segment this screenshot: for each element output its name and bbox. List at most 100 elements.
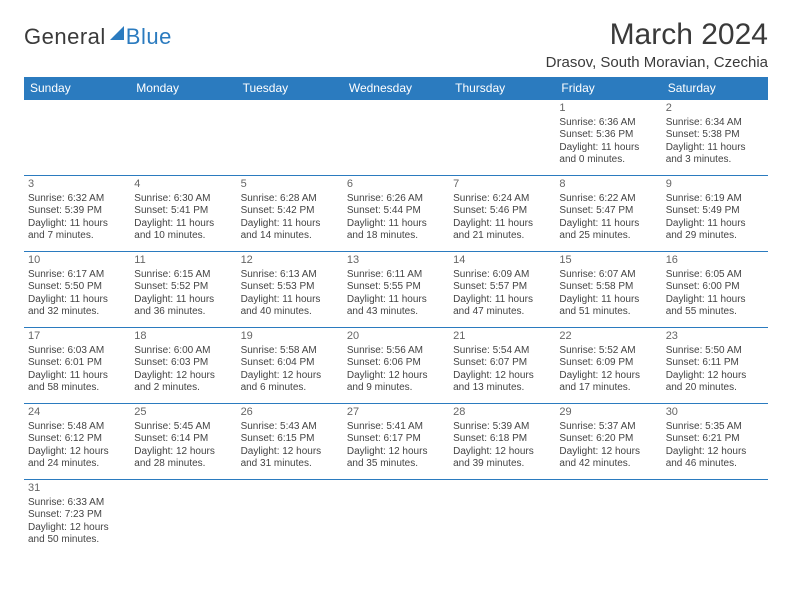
daylight-line: Daylight: 11 hours and 55 minutes. (666, 294, 764, 319)
sunset-line: Sunset: 5:53 PM (241, 281, 339, 294)
sunset-line: Sunset: 5:38 PM (666, 129, 764, 142)
daylight-line: Daylight: 12 hours and 35 minutes. (347, 446, 445, 471)
weekday-header: Thursday (449, 77, 555, 100)
calendar-body: 1Sunrise: 6:36 AMSunset: 5:36 PMDaylight… (24, 100, 768, 556)
daylight-line: Daylight: 11 hours and 40 minutes. (241, 294, 339, 319)
sunset-line: Sunset: 6:00 PM (666, 281, 764, 294)
sunset-line: Sunset: 5:50 PM (28, 281, 126, 294)
daylight-line: Daylight: 12 hours and 13 minutes. (453, 370, 551, 395)
sunrise-line: Sunrise: 6:17 AM (28, 269, 126, 282)
title-block: March 2024 Drasov, South Moravian, Czech… (546, 18, 768, 71)
calendar-day-cell: 31Sunrise: 6:33 AMSunset: 7:23 PMDayligh… (24, 480, 130, 556)
daylight-line: Daylight: 12 hours and 39 minutes. (453, 446, 551, 471)
calendar-day-cell: 9Sunrise: 6:19 AMSunset: 5:49 PMDaylight… (662, 176, 768, 252)
daylight-line: Daylight: 12 hours and 46 minutes. (666, 446, 764, 471)
sunset-line: Sunset: 6:12 PM (28, 433, 126, 446)
sunset-line: Sunset: 6:06 PM (347, 357, 445, 370)
day-number: 30 (666, 406, 764, 420)
sunrise-line: Sunrise: 5:37 AM (559, 421, 657, 434)
day-number: 24 (28, 406, 126, 420)
daylight-line: Daylight: 12 hours and 17 minutes. (559, 370, 657, 395)
sunrise-line: Sunrise: 6:13 AM (241, 269, 339, 282)
calendar-empty-cell (449, 100, 555, 176)
daylight-line: Daylight: 12 hours and 9 minutes. (347, 370, 445, 395)
sunset-line: Sunset: 5:42 PM (241, 205, 339, 218)
calendar-empty-cell (555, 480, 661, 556)
day-number: 1 (559, 102, 657, 116)
daylight-line: Daylight: 11 hours and 29 minutes. (666, 218, 764, 243)
weekday-header: Saturday (662, 77, 768, 100)
calendar-empty-cell (343, 480, 449, 556)
day-number: 29 (559, 406, 657, 420)
calendar-day-cell: 2Sunrise: 6:34 AMSunset: 5:38 PMDaylight… (662, 100, 768, 176)
calendar-week-row: 3Sunrise: 6:32 AMSunset: 5:39 PMDaylight… (24, 176, 768, 252)
daylight-line: Daylight: 11 hours and 25 minutes. (559, 218, 657, 243)
sunrise-line: Sunrise: 6:33 AM (28, 497, 126, 510)
sunrise-line: Sunrise: 6:05 AM (666, 269, 764, 282)
daylight-line: Daylight: 11 hours and 18 minutes. (347, 218, 445, 243)
calendar-empty-cell (449, 480, 555, 556)
day-number: 19 (241, 330, 339, 344)
sunset-line: Sunset: 6:11 PM (666, 357, 764, 370)
sunrise-line: Sunrise: 5:39 AM (453, 421, 551, 434)
day-number: 28 (453, 406, 551, 420)
sunrise-line: Sunrise: 6:11 AM (347, 269, 445, 282)
day-number: 23 (666, 330, 764, 344)
sunset-line: Sunset: 6:17 PM (347, 433, 445, 446)
logo-text-general: General (24, 24, 106, 50)
sunset-line: Sunset: 5:58 PM (559, 281, 657, 294)
calendar-day-cell: 23Sunrise: 5:50 AMSunset: 6:11 PMDayligh… (662, 328, 768, 404)
day-number: 14 (453, 254, 551, 268)
sunrise-line: Sunrise: 6:32 AM (28, 193, 126, 206)
sunrise-line: Sunrise: 6:26 AM (347, 193, 445, 206)
calendar-day-cell: 24Sunrise: 5:48 AMSunset: 6:12 PMDayligh… (24, 404, 130, 480)
calendar-day-cell: 5Sunrise: 6:28 AMSunset: 5:42 PMDaylight… (237, 176, 343, 252)
sunset-line: Sunset: 6:15 PM (241, 433, 339, 446)
calendar-day-cell: 18Sunrise: 6:00 AMSunset: 6:03 PMDayligh… (130, 328, 236, 404)
header: General Blue March 2024 Drasov, South Mo… (24, 18, 768, 71)
sunrise-line: Sunrise: 6:36 AM (559, 117, 657, 130)
daylight-line: Daylight: 11 hours and 3 minutes. (666, 142, 764, 167)
daylight-line: Daylight: 11 hours and 47 minutes. (453, 294, 551, 319)
calendar-day-cell: 26Sunrise: 5:43 AMSunset: 6:15 PMDayligh… (237, 404, 343, 480)
daylight-line: Daylight: 11 hours and 0 minutes. (559, 142, 657, 167)
sunrise-line: Sunrise: 6:19 AM (666, 193, 764, 206)
calendar-table: SundayMondayTuesdayWednesdayThursdayFrid… (24, 77, 768, 556)
calendar-day-cell: 19Sunrise: 5:58 AMSunset: 6:04 PMDayligh… (237, 328, 343, 404)
sunrise-line: Sunrise: 5:43 AM (241, 421, 339, 434)
day-number: 13 (347, 254, 445, 268)
calendar-day-cell: 1Sunrise: 6:36 AMSunset: 5:36 PMDaylight… (555, 100, 661, 176)
day-number: 22 (559, 330, 657, 344)
sunrise-line: Sunrise: 6:28 AM (241, 193, 339, 206)
sunrise-line: Sunrise: 5:58 AM (241, 345, 339, 358)
calendar-empty-cell (24, 100, 130, 176)
calendar-day-cell: 25Sunrise: 5:45 AMSunset: 6:14 PMDayligh… (130, 404, 236, 480)
calendar-day-cell: 27Sunrise: 5:41 AMSunset: 6:17 PMDayligh… (343, 404, 449, 480)
sunrise-line: Sunrise: 6:09 AM (453, 269, 551, 282)
sunset-line: Sunset: 6:18 PM (453, 433, 551, 446)
sunset-line: Sunset: 6:04 PM (241, 357, 339, 370)
calendar-day-cell: 22Sunrise: 5:52 AMSunset: 6:09 PMDayligh… (555, 328, 661, 404)
daylight-line: Daylight: 12 hours and 20 minutes. (666, 370, 764, 395)
sunset-line: Sunset: 5:41 PM (134, 205, 232, 218)
day-number: 20 (347, 330, 445, 344)
calendar-week-row: 31Sunrise: 6:33 AMSunset: 7:23 PMDayligh… (24, 480, 768, 556)
sunset-line: Sunset: 5:46 PM (453, 205, 551, 218)
calendar-day-cell: 4Sunrise: 6:30 AMSunset: 5:41 PMDaylight… (130, 176, 236, 252)
weekday-header: Sunday (24, 77, 130, 100)
sunrise-line: Sunrise: 6:22 AM (559, 193, 657, 206)
calendar-day-cell: 16Sunrise: 6:05 AMSunset: 6:00 PMDayligh… (662, 252, 768, 328)
daylight-line: Daylight: 12 hours and 2 minutes. (134, 370, 232, 395)
calendar-week-row: 1Sunrise: 6:36 AMSunset: 5:36 PMDaylight… (24, 100, 768, 176)
daylight-line: Daylight: 11 hours and 58 minutes. (28, 370, 126, 395)
daylight-line: Daylight: 12 hours and 42 minutes. (559, 446, 657, 471)
logo: General Blue (24, 18, 172, 50)
sunrise-line: Sunrise: 6:15 AM (134, 269, 232, 282)
calendar-day-cell: 20Sunrise: 5:56 AMSunset: 6:06 PMDayligh… (343, 328, 449, 404)
daylight-line: Daylight: 11 hours and 7 minutes. (28, 218, 126, 243)
day-number: 26 (241, 406, 339, 420)
daylight-line: Daylight: 12 hours and 28 minutes. (134, 446, 232, 471)
daylight-line: Daylight: 12 hours and 31 minutes. (241, 446, 339, 471)
calendar-day-cell: 12Sunrise: 6:13 AMSunset: 5:53 PMDayligh… (237, 252, 343, 328)
sunrise-line: Sunrise: 5:45 AM (134, 421, 232, 434)
